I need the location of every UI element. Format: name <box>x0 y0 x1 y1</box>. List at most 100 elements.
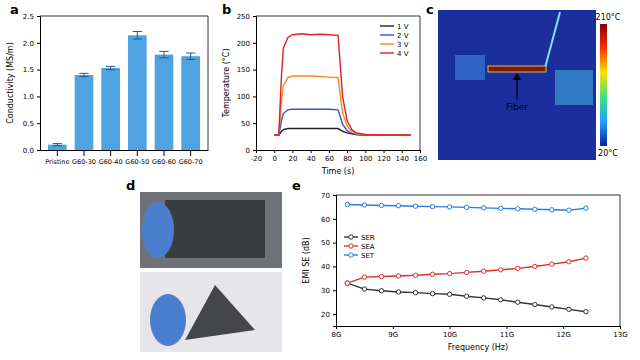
legend: SERSEASET <box>344 234 375 260</box>
marker <box>533 264 537 268</box>
tick: 0.5 <box>23 120 40 128</box>
marker <box>533 302 537 306</box>
annotation-arrowhead <box>513 73 521 80</box>
tick-label: 50 <box>321 239 330 247</box>
tick-mark <box>253 70 256 71</box>
marker <box>550 262 554 266</box>
legend-entry: 4 V <box>380 50 409 58</box>
error-bar <box>53 144 62 146</box>
frame <box>40 16 208 150</box>
frame <box>336 195 620 326</box>
legend-entry: 2 V <box>380 32 409 40</box>
tick-mark <box>164 150 165 156</box>
marker <box>345 202 349 206</box>
tick: 0 <box>246 147 256 155</box>
tick-label: 30 <box>321 287 330 295</box>
series-line <box>274 76 411 135</box>
marker <box>379 203 383 207</box>
tick-label: 12G <box>557 331 571 339</box>
tick: 160 <box>414 150 427 163</box>
tick-label: 11G <box>500 331 514 339</box>
tick: G60-50 <box>125 150 149 166</box>
marker <box>499 298 503 302</box>
thermal-glow <box>555 70 593 105</box>
marker <box>447 271 451 275</box>
tick-label: 140 <box>396 155 409 163</box>
tick-mark <box>190 150 191 156</box>
frame <box>256 16 420 150</box>
tick-mark <box>563 326 564 329</box>
axis-line <box>253 17 257 151</box>
tick: 40 <box>307 150 316 163</box>
tick: 30 <box>321 287 336 295</box>
marker <box>533 207 537 211</box>
tick-mark <box>311 150 312 153</box>
colorbar-label: 210°C <box>596 13 621 22</box>
legend-entry: SER <box>344 234 375 242</box>
tick: 0 <box>272 150 276 163</box>
marker <box>396 290 400 294</box>
photo <box>140 192 282 268</box>
tick-mark <box>84 150 85 156</box>
marker <box>362 287 366 291</box>
tick-label: 60 <box>325 155 334 163</box>
tick-mark <box>365 150 366 153</box>
tick-label: 40 <box>307 155 316 163</box>
marker <box>379 274 383 278</box>
legend-label: SET <box>361 252 375 260</box>
axis: 0.00.51.01.52.02.5 <box>23 13 41 155</box>
marker <box>464 294 468 298</box>
tick-mark <box>333 195 336 196</box>
marker <box>430 272 434 276</box>
series-line <box>347 258 586 283</box>
tick-mark <box>506 326 507 329</box>
tick: 20 <box>288 150 297 163</box>
tick-label: 9G <box>388 331 398 339</box>
marker <box>550 305 554 309</box>
marker <box>481 296 485 300</box>
tick: 70 <box>321 192 336 200</box>
tick-mark <box>420 150 421 153</box>
tick-mark <box>37 16 40 17</box>
marker <box>447 205 451 209</box>
marker <box>516 207 520 211</box>
marker <box>567 208 571 212</box>
tick-label: 250 <box>237 13 250 21</box>
tick-label: 40 <box>321 263 330 271</box>
tick-label: 20 <box>321 311 330 319</box>
panel-label: a <box>10 2 19 17</box>
photos <box>140 192 282 352</box>
series-line <box>274 34 411 135</box>
tick-label: Pristine <box>45 158 69 166</box>
axis-title: EMI SE (dB) <box>302 237 311 283</box>
marker <box>430 291 434 295</box>
plot-area <box>48 32 200 150</box>
series-line <box>274 129 411 135</box>
tick-mark <box>37 96 40 97</box>
tick: 10G <box>443 326 457 339</box>
panel-label: d <box>126 178 135 193</box>
axis: 050100150200250 <box>237 13 257 155</box>
marker <box>584 206 588 210</box>
axis: -20020406080100120140160 <box>251 150 427 163</box>
axis-line <box>337 327 621 330</box>
tick: 150 <box>237 66 256 74</box>
tick-mark <box>57 150 58 156</box>
bar <box>181 56 200 150</box>
bar <box>75 75 94 150</box>
tick: 8G <box>332 326 342 339</box>
tick-label: 200 <box>237 40 250 48</box>
tick-mark <box>274 150 275 153</box>
tick: Pristine <box>45 150 69 166</box>
tick: 13G <box>613 326 627 339</box>
tick-label: 160 <box>414 155 427 163</box>
tick-label: 8G <box>332 331 342 339</box>
tick: 60 <box>325 150 334 163</box>
tick-label: 1.0 <box>23 93 34 101</box>
tick: 12G <box>557 326 571 339</box>
axis-title: Time (s) <box>321 167 355 176</box>
tick: 1.0 <box>23 93 40 101</box>
tick-label: 100 <box>359 155 372 163</box>
thermal-background <box>438 10 596 160</box>
tick: 100 <box>237 93 256 101</box>
